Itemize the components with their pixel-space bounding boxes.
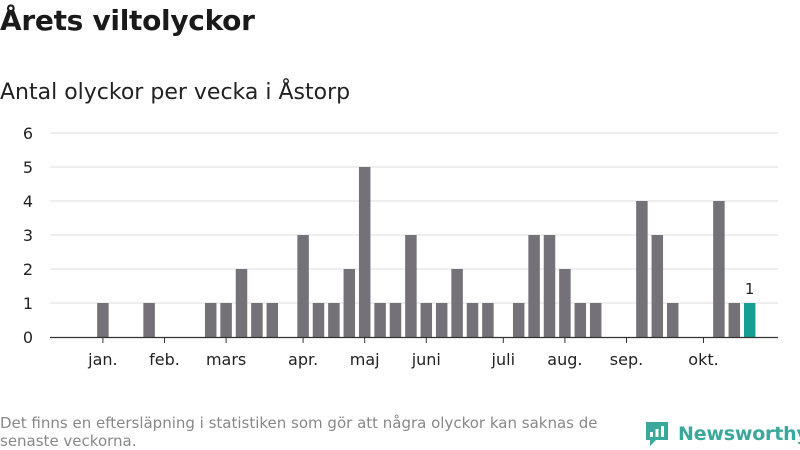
y-tick-label: 1 <box>23 294 33 313</box>
x-tick-label: maj <box>350 350 380 369</box>
footnote: Det finns en eftersläpning i statistiken… <box>0 414 598 450</box>
newsworthy-logo-icon <box>646 422 668 446</box>
y-tick-label: 2 <box>23 260 33 279</box>
bar <box>220 303 232 337</box>
x-tick-label: okt. <box>688 350 718 369</box>
bar <box>482 303 494 337</box>
bar-chart: 0 1 2 3 4 5 6 jan. feb. mars apr. maj juni juli aug. s… <box>23 124 778 369</box>
data-labels: 1 <box>745 280 755 298</box>
y-tick-label: 4 <box>23 192 33 211</box>
brand[interactable]: Newsworthy <box>644 419 800 449</box>
bar <box>512 303 525 337</box>
x-tick-label: juni <box>411 350 441 369</box>
bar <box>420 303 433 337</box>
bar <box>574 303 587 337</box>
x-tick-label: jan. <box>87 350 117 369</box>
bar <box>97 303 109 337</box>
x-tick-label: apr. <box>288 350 318 369</box>
bar-highlight <box>743 303 756 337</box>
x-tick-label: feb. <box>149 350 180 369</box>
bar <box>204 303 217 337</box>
bar <box>405 235 417 337</box>
bar <box>543 235 556 337</box>
bar <box>235 269 248 337</box>
bar <box>651 235 664 337</box>
bar <box>713 201 725 337</box>
y-tick-label: 0 <box>23 328 33 347</box>
y-tick-label: 3 <box>23 226 33 245</box>
brand-name: Newsworthy <box>678 423 800 445</box>
bar <box>358 167 371 337</box>
bar <box>435 303 448 337</box>
x-tick-label: juli <box>491 350 515 369</box>
data-label-last: 1 <box>745 280 755 298</box>
y-tick-label: 6 <box>23 124 33 143</box>
bar <box>451 269 463 337</box>
bar <box>466 303 479 337</box>
bar <box>559 269 571 337</box>
x-axis: jan. feb. mars apr. maj juni juli aug. sep. okt. <box>50 336 778 369</box>
chart-title: Årets viltolyckor <box>0 4 255 37</box>
bar <box>312 303 325 337</box>
bar <box>528 235 540 337</box>
bar <box>143 303 155 337</box>
bar <box>636 201 648 337</box>
y-axis: 0 1 2 3 4 5 6 <box>23 124 33 347</box>
bar <box>389 303 402 337</box>
bar <box>251 303 263 337</box>
bar <box>374 303 386 337</box>
bar <box>328 303 340 337</box>
bar <box>666 303 679 337</box>
bars <box>97 167 756 337</box>
x-tick-label: mars <box>206 350 246 369</box>
bar <box>297 235 309 337</box>
y-tick-label: 5 <box>23 158 33 177</box>
bar <box>343 269 356 337</box>
x-tick-label: sep. <box>610 350 643 369</box>
bar <box>728 303 741 337</box>
bar <box>266 303 279 337</box>
bar <box>589 303 602 337</box>
chart-subtitle: Antal olyckor per vecka i Åstorp <box>0 80 351 105</box>
x-tick-label: aug. <box>547 350 582 369</box>
